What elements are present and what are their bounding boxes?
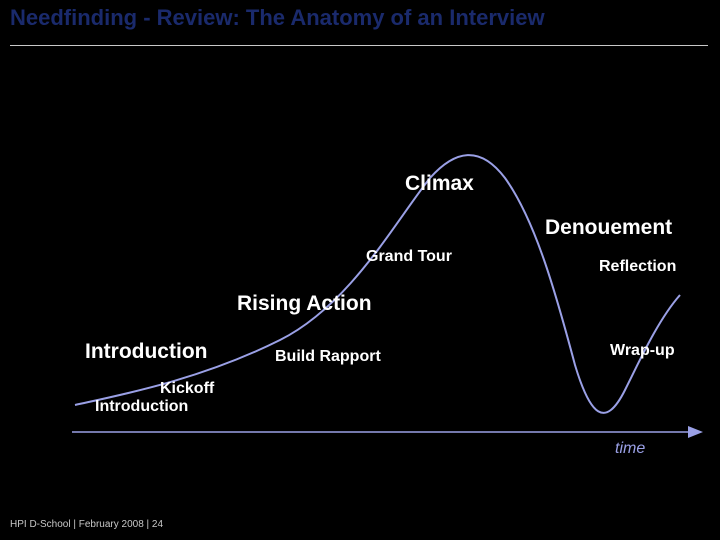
label-climax: Climax [405,172,474,196]
label-reflection: Reflection [599,258,676,276]
narrative-curve [75,155,680,413]
title-divider [10,45,708,46]
slide: Needfinding - Review: The Anatomy of an … [0,0,720,540]
interview-anatomy-chart: Climax Denouement Grand Tour Reflection … [0,60,720,480]
time-axis-label: time [615,440,645,458]
label-introduction-sub: Introduction [95,398,188,416]
slide-title: Needfinding - Review: The Anatomy of an … [10,6,545,30]
label-grand-tour: Grand Tour [366,248,452,266]
label-build-rapport: Build Rapport [275,348,381,366]
label-introduction: Introduction [85,340,207,364]
slide-footer: HPI D-School | February 2008 | 24 [10,519,163,530]
label-kickoff: Kickoff [160,380,214,398]
label-wrapup: Wrap-up [610,342,675,360]
label-denouement: Denouement [545,216,672,240]
label-rising-action: Rising Action [237,292,372,316]
